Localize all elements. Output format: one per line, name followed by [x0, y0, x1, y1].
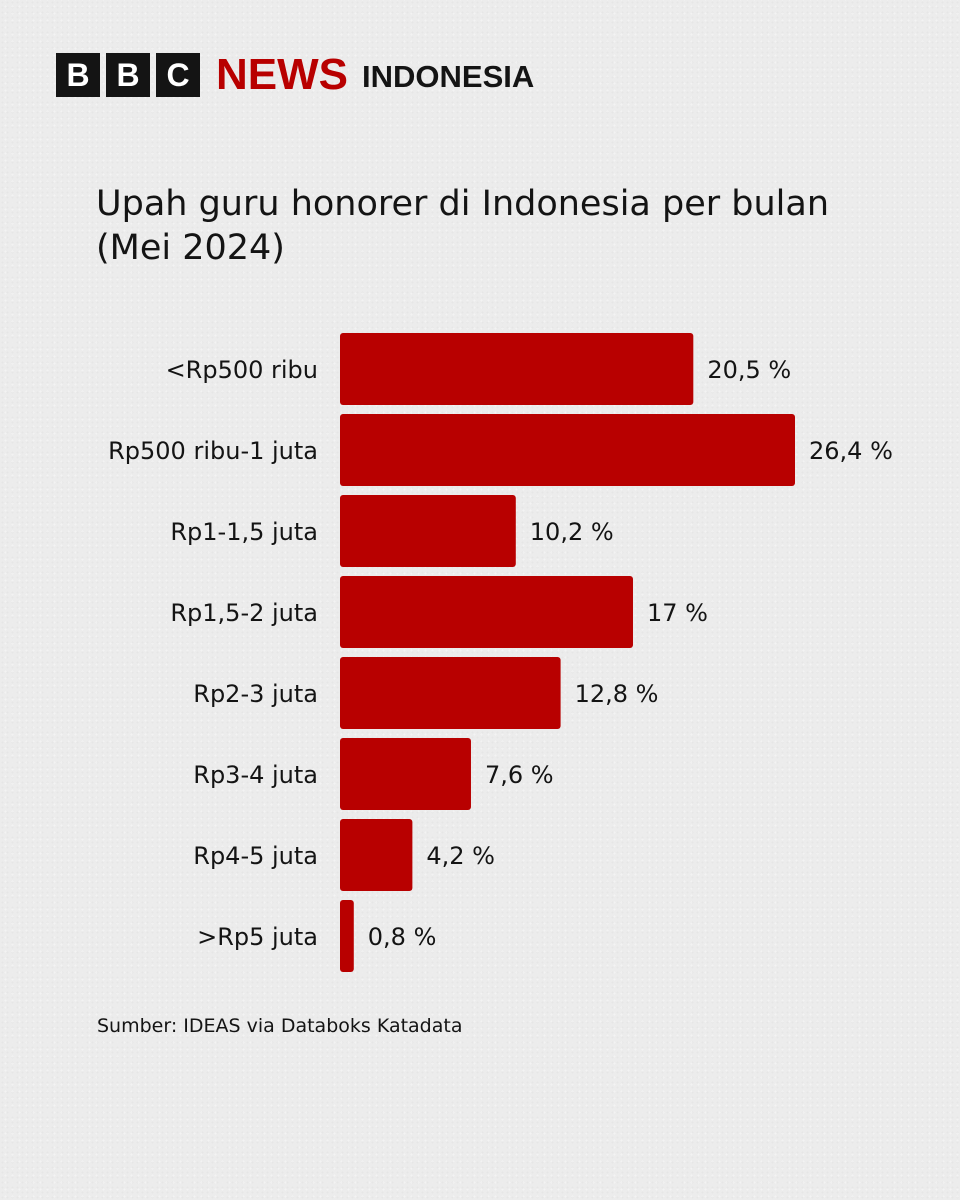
- category-label: Rp4-5 juta: [193, 842, 318, 870]
- bbc-letter-b2: B: [106, 53, 150, 97]
- bar-chart: <Rp500 ribu 20,5 % Rp500 ribu-1 juta 26,4 %…: [108, 333, 893, 972]
- chart-title: Upah guru honorer di Indonesia per bulan…: [96, 182, 916, 270]
- value-label: 7,6 %: [485, 761, 554, 789]
- chart-title-line-1: Upah guru honorer di Indonesia per bulan: [96, 184, 830, 224]
- value-label: 10,2 %: [530, 518, 614, 546]
- bbc-letter-b1: B: [56, 53, 100, 97]
- bar: [340, 495, 516, 567]
- bar: [340, 333, 694, 405]
- category-label: Rp500 ribu-1 juta: [108, 437, 318, 465]
- bar: [340, 738, 471, 810]
- bar: [340, 576, 633, 648]
- value-label: 0,8 %: [368, 923, 437, 951]
- value-label: 20,5 %: [707, 356, 791, 384]
- bar: [340, 900, 354, 972]
- chart-title-line-2: (Mei 2024): [96, 228, 285, 268]
- bbc-letter-c: C: [156, 53, 200, 97]
- value-label: 12,8 %: [575, 680, 659, 708]
- value-label: 4,2 %: [426, 842, 495, 870]
- value-label: 26,4 %: [809, 437, 893, 465]
- source-note: Sumber: IDEAS via Databoks Katadata: [97, 1015, 463, 1037]
- category-label: Rp1-1,5 juta: [170, 518, 318, 546]
- logo-region-text: INDONESIA: [362, 58, 535, 94]
- category-label: Rp2-3 juta: [193, 680, 318, 708]
- category-label: Rp1,5-2 juta: [170, 599, 318, 627]
- bar: [340, 414, 795, 486]
- logo-news-text: NEWS: [216, 50, 348, 99]
- category-label: >Rp5 juta: [197, 923, 318, 951]
- bar: [340, 819, 413, 891]
- bar: [340, 657, 561, 729]
- category-label: Rp3-4 juta: [193, 761, 318, 789]
- category-label: <Rp500 ribu: [166, 356, 318, 384]
- bbc-news-indonesia-logo: B B C NEWS INDONESIA: [56, 53, 534, 97]
- value-label: 17 %: [647, 599, 708, 627]
